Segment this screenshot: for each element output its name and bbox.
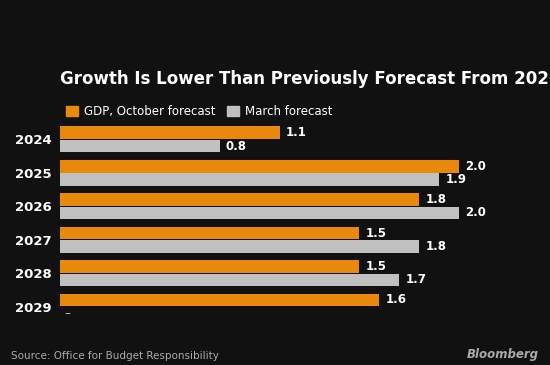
Bar [60,173,439,186]
Text: 1.7: 1.7 [405,273,426,287]
Text: 1.9: 1.9 [445,173,466,186]
Bar [60,260,359,273]
Legend: GDP, October forecast, March forecast: GDP, October forecast, March forecast [66,105,332,118]
Bar [60,273,399,286]
Text: Growth Is Lower Than Previously Forecast From 2026: Growth Is Lower Than Previously Forecast… [60,70,550,88]
Text: 2.0: 2.0 [465,207,486,219]
Text: Source: Office for Budget Responsibility: Source: Office for Budget Responsibility [11,351,219,361]
Bar [60,207,459,219]
Text: 1.6: 1.6 [386,293,406,307]
Text: 1.8: 1.8 [425,240,446,253]
Text: Bloomberg: Bloomberg [467,348,539,361]
Text: 1.5: 1.5 [365,227,387,239]
Bar [60,160,459,173]
Text: –: – [64,307,70,320]
Bar [60,240,419,253]
Bar [60,227,359,239]
Bar [60,293,379,306]
Text: 2.0: 2.0 [465,160,486,173]
Text: 1.8: 1.8 [425,193,446,206]
Bar [60,140,219,153]
Text: 1.1: 1.1 [285,126,306,139]
Bar [60,126,279,139]
Bar [60,193,419,206]
Text: 1.5: 1.5 [365,260,387,273]
Text: 0.8: 0.8 [226,139,247,153]
